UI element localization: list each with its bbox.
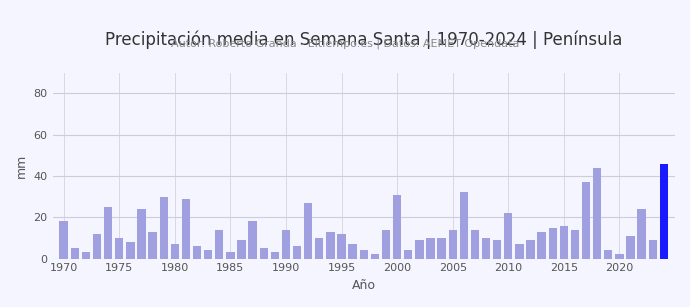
Bar — [259, 248, 268, 258]
Bar — [348, 244, 357, 258]
Bar — [59, 221, 68, 258]
Bar — [615, 255, 624, 258]
Bar — [604, 250, 613, 258]
Bar — [193, 246, 201, 258]
Bar — [293, 246, 302, 258]
Bar — [148, 232, 157, 258]
Bar — [560, 226, 568, 258]
Bar — [248, 221, 257, 258]
Bar — [170, 244, 179, 258]
Text: Autor: Roberto Granda - Eltiempo.es | Datos: AEMET Opendata: Autor: Roberto Granda - Eltiempo.es | Da… — [171, 38, 519, 49]
Bar — [526, 240, 535, 258]
Bar — [471, 230, 479, 258]
Bar — [493, 240, 502, 258]
Bar — [582, 182, 590, 258]
Bar — [371, 255, 379, 258]
Bar — [382, 230, 390, 258]
Bar — [571, 230, 579, 258]
Bar — [649, 240, 657, 258]
Bar — [415, 240, 424, 258]
Bar — [70, 248, 79, 258]
Bar — [627, 236, 635, 258]
Bar — [304, 203, 313, 258]
Bar — [482, 238, 490, 258]
Y-axis label: mm: mm — [15, 154, 28, 178]
Bar — [549, 227, 557, 258]
Bar — [93, 234, 101, 258]
Bar — [359, 250, 368, 258]
Bar — [204, 250, 213, 258]
Bar — [270, 252, 279, 258]
Title: Precipitación media en Semana Santa | 1970-2024 | Península: Precipitación media en Semana Santa | 19… — [105, 30, 622, 49]
Bar — [660, 164, 668, 258]
Bar — [81, 252, 90, 258]
Bar — [393, 195, 402, 258]
Bar — [326, 232, 335, 258]
X-axis label: Año: Año — [352, 279, 376, 292]
Bar — [515, 244, 524, 258]
Bar — [337, 234, 346, 258]
Bar — [115, 238, 124, 258]
Bar — [282, 230, 290, 258]
Bar — [181, 199, 190, 258]
Bar — [237, 240, 246, 258]
Bar — [448, 230, 457, 258]
Bar — [404, 250, 413, 258]
Bar — [437, 238, 446, 258]
Bar — [460, 192, 468, 258]
Bar — [137, 209, 146, 258]
Bar — [504, 213, 513, 258]
Bar — [215, 230, 224, 258]
Bar — [593, 168, 602, 258]
Bar — [226, 252, 235, 258]
Bar — [426, 238, 435, 258]
Bar — [638, 209, 646, 258]
Bar — [104, 207, 112, 258]
Bar — [315, 238, 324, 258]
Bar — [126, 242, 135, 258]
Bar — [538, 232, 546, 258]
Bar — [159, 196, 168, 258]
